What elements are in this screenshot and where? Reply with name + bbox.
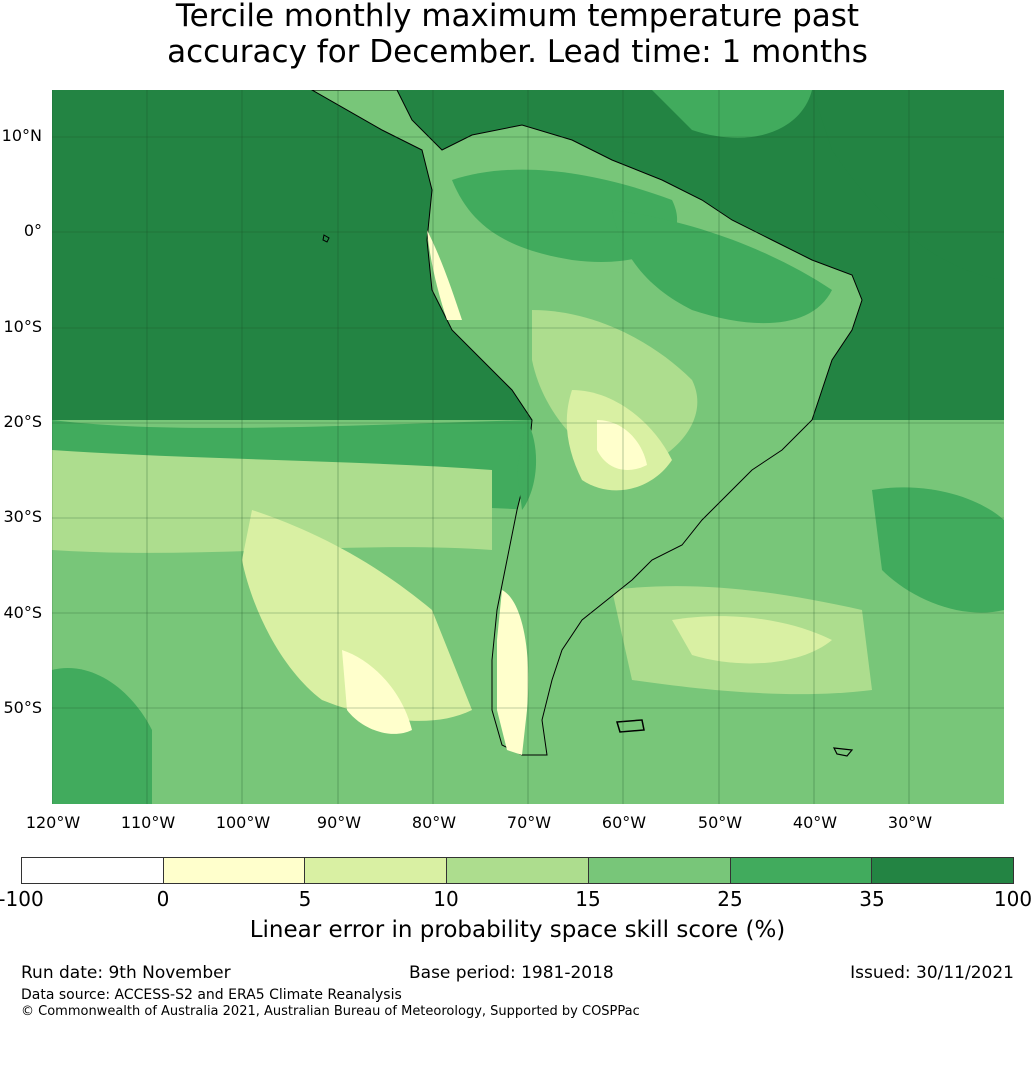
colorbar-tick-0: 0 (156, 887, 170, 911)
lat-label-10s: 10°S (3, 317, 42, 336)
dark-patch-east (872, 487, 1004, 613)
pale-band-west (52, 450, 492, 553)
lat-label-40s: 40°S (3, 603, 42, 622)
colorbar-tick-minus100: -100 (0, 887, 44, 911)
colorbar-segment-3 (447, 858, 589, 883)
lat-label-20s: 20°S (3, 412, 42, 431)
colorbar-tick-35: 35 (859, 887, 885, 911)
colorbar-segment-6 (872, 858, 1014, 883)
lon-label-120w: 120°W (25, 813, 81, 832)
lon-label-100w: 100°W (215, 813, 271, 832)
colorbar-segment-0 (22, 858, 164, 883)
amazon-east-patch (612, 210, 832, 324)
lon-label-60w: 60°W (601, 813, 647, 832)
pale-patch-southwest (242, 510, 472, 721)
dark-patch-south-west (52, 668, 152, 804)
south-georgia-island (832, 747, 854, 757)
lon-label-80w: 80°W (411, 813, 457, 832)
lighter-patch-southeast (672, 616, 832, 664)
falkland-islands (616, 719, 645, 733)
colorbar-segment-5 (730, 858, 873, 883)
lon-label-110w: 110°W (120, 813, 176, 832)
lon-label-70w: 70°W (506, 813, 552, 832)
galapagos-islands (322, 234, 330, 243)
andes-dark-strip (517, 420, 537, 510)
patagonia-lightest-strip (497, 590, 529, 755)
lon-label-50w: 50°W (697, 813, 743, 832)
lat-label-50s: 50°S (3, 698, 42, 717)
lon-label-40w: 40°W (792, 813, 838, 832)
map-svg (52, 90, 1004, 804)
data-source: Data source: ACCESS-S2 and ERA5 Climate … (21, 987, 402, 1003)
skill-score-map (52, 90, 1004, 804)
graticule (52, 90, 1004, 804)
andes-coast-pale (427, 230, 462, 320)
colorbar-label: Linear error in probability space skill … (249, 917, 786, 943)
colorbar-tick-10: 10 (433, 887, 459, 911)
colorbar-tick-5: 5 (298, 887, 312, 911)
lat-label-0: 0° (23, 221, 42, 240)
lat-label-10n: 10°N (1, 126, 42, 145)
title-line-2: accuracy for December. Lead time: 1 mont… (167, 34, 868, 70)
title-line-1: Tercile monthly maximum temperature past (175, 0, 860, 34)
colorbar-segment-1 (163, 858, 306, 883)
central-lightest-patch (597, 420, 647, 470)
copyright: © Commonwealth of Australia 2021, Austra… (21, 1004, 640, 1019)
issued-date: Issued: 30/11/2021 (850, 963, 1014, 983)
colorbar-segment-4 (588, 858, 731, 883)
colorbar-tick-25: 25 (717, 887, 743, 911)
lon-label-30w: 30°W (887, 813, 933, 832)
colorbar-segment-2 (305, 858, 448, 883)
colorbar-tick-15: 15 (575, 887, 601, 911)
colorbar (21, 857, 1014, 884)
lightest-patch-southwest (342, 650, 412, 734)
colorbar-tick-100: 100 (993, 887, 1033, 911)
caribbean-patch (652, 90, 812, 138)
base-period: Base period: 1981-2018 (409, 963, 614, 983)
run-date: Run date: 9th November (21, 963, 231, 983)
dark-patch-northeast (812, 90, 1004, 280)
lat-label-30s: 30°S (3, 507, 42, 526)
lon-label-90w: 90°W (316, 813, 362, 832)
